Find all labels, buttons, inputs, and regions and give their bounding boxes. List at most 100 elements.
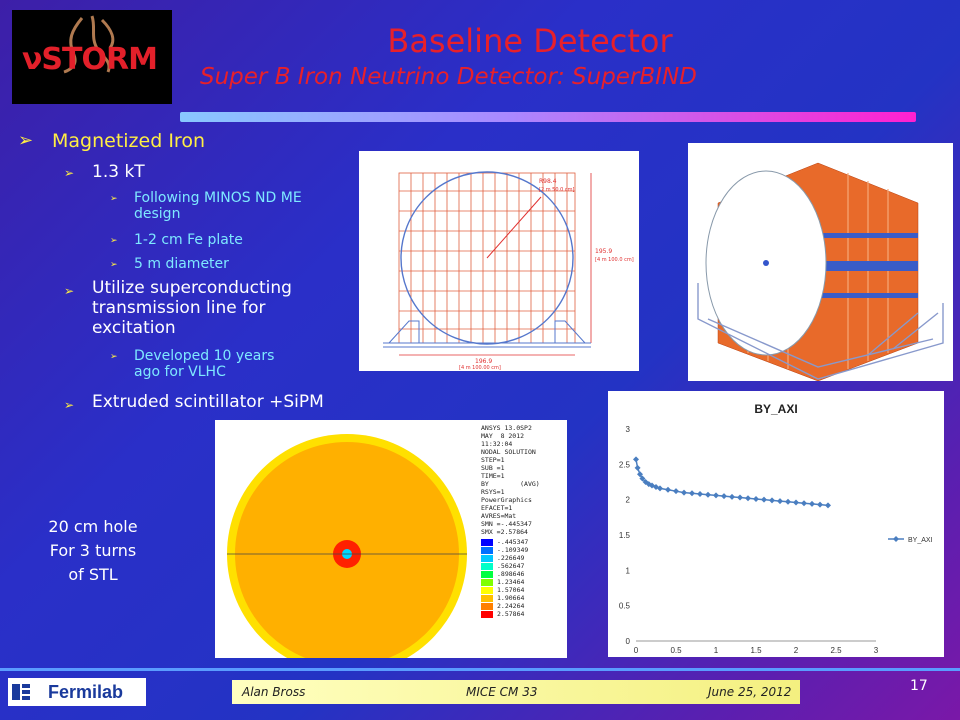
data-point bbox=[689, 490, 695, 497]
bullet-arrow-icon: ➢ bbox=[18, 130, 34, 151]
ansys-legend: -.445347 -.109349.226649.562647.898646 1.2… bbox=[481, 538, 528, 618]
ansys-legend-swatch bbox=[481, 554, 493, 562]
bullet-arrow-icon: ➢ bbox=[110, 352, 118, 362]
bullet-mass: 1.3 kT bbox=[92, 162, 145, 182]
y-tick-label: 0 bbox=[626, 637, 631, 646]
x-tick-label: 0 bbox=[634, 646, 639, 655]
y-tick-label: 2.5 bbox=[619, 460, 631, 469]
data-point bbox=[665, 486, 671, 493]
data-point bbox=[745, 495, 751, 502]
ansys-legend-value: 1.90664 bbox=[497, 594, 525, 602]
x-tick-label: 1 bbox=[714, 646, 719, 655]
fermilab-text: Fermilab bbox=[48, 682, 124, 702]
ansys-legend-value: .898646 bbox=[497, 570, 525, 578]
detector-drawing: R98.4 [2 m 50.0 cm] 195.9 [4 m 100.0 cm]… bbox=[359, 151, 639, 371]
ansys-field-plot: ANSYS 13.0SP2 MAY 8 2012 11:32:04 NODAL … bbox=[215, 420, 567, 674]
data-point bbox=[639, 475, 646, 482]
ansys-legend-swatch bbox=[481, 562, 493, 570]
chart-title: BY_AXI bbox=[754, 402, 797, 416]
x-tick-label: 2.5 bbox=[830, 646, 842, 655]
data-point bbox=[753, 495, 759, 502]
data-point bbox=[825, 502, 831, 509]
bullet-magnetized-iron: Magnetized Iron bbox=[52, 130, 205, 152]
legend-label: BY_AXI bbox=[908, 537, 933, 544]
nustorm-logo bbox=[12, 10, 172, 104]
height-label-metric: [4 m 100.0 cm] bbox=[595, 257, 634, 263]
data-point bbox=[657, 485, 663, 492]
width-label-metric: [4 m 100.00 cm] bbox=[459, 365, 501, 371]
x-tick-label: 2 bbox=[794, 646, 799, 655]
data-point bbox=[785, 498, 791, 505]
data-point bbox=[721, 493, 727, 500]
by-axi-chart: BY_AXI 0 0.5 1 1.5 2 2.5 3 0 0.5 1 1.5 2 2.5 3 BY_AXI bbox=[608, 391, 944, 657]
ansys-legend-item: -.445347 bbox=[481, 538, 528, 546]
footer-rule bbox=[0, 668, 960, 671]
bullet-arrow-icon: ➢ bbox=[110, 194, 118, 204]
hole-note-line: For 3 turns bbox=[49, 541, 137, 560]
data-point bbox=[737, 494, 743, 501]
data-point bbox=[761, 496, 767, 503]
detector-3d-render bbox=[688, 143, 953, 382]
height-label: 195.9 bbox=[595, 248, 612, 255]
y-tick-label: 2 bbox=[626, 496, 631, 505]
bullet-arrow-icon: ➢ bbox=[64, 398, 75, 412]
hole-note: 20 cm hole For 3 turns of STL bbox=[18, 515, 168, 587]
y-tick-label: 1.5 bbox=[619, 531, 631, 540]
x-tick-label: 0.5 bbox=[670, 646, 682, 655]
bullet-scintillator: Extruded scintillator +SiPM bbox=[92, 392, 324, 412]
ansys-legend-item: -.109349 bbox=[481, 546, 528, 554]
data-point bbox=[801, 500, 807, 507]
y-tick-label: 0.5 bbox=[619, 602, 631, 611]
ansys-legend-value: 1.57064 bbox=[497, 586, 525, 594]
y-tick-label: 1 bbox=[626, 566, 631, 575]
bullet-minos: Following MINOS ND ME design bbox=[134, 190, 302, 222]
logo-text: νSTORM bbox=[22, 42, 158, 77]
ansys-legend-value: -.109349 bbox=[497, 546, 529, 554]
ansys-legend-swatch bbox=[481, 570, 493, 578]
ansys-legend-value: -.445347 bbox=[497, 538, 529, 546]
ansys-legend-value: .226649 bbox=[497, 554, 525, 562]
data-point bbox=[713, 492, 719, 499]
data-point bbox=[673, 488, 679, 495]
ansys-legend-item: 2.24264 bbox=[481, 602, 528, 610]
data-point bbox=[769, 497, 775, 504]
radius-label-metric: [2 m 50.0 cm] bbox=[539, 187, 575, 193]
footer-bar: Alan Bross MICE CM 33 June 25, 2012 bbox=[232, 680, 800, 704]
bullet-arrow-icon: ➢ bbox=[64, 166, 75, 180]
data-point bbox=[705, 491, 711, 498]
ansys-legend-item: 1.57064 bbox=[481, 586, 528, 594]
data-point bbox=[637, 471, 643, 478]
page-number: 17 bbox=[910, 678, 928, 694]
data-point bbox=[681, 489, 687, 496]
bullet-vlhc: Developed 10 years ago for VLHC bbox=[134, 348, 275, 380]
ansys-legend-item: .226649 bbox=[481, 554, 528, 562]
ansys-legend-item: 2.57864 bbox=[481, 610, 528, 618]
bullet-plate: 1-2 cm Fe plate bbox=[134, 232, 243, 248]
bullet-arrow-icon: ➢ bbox=[110, 260, 118, 270]
radius-label: R98.4 bbox=[539, 178, 557, 185]
ansys-legend-swatch bbox=[481, 538, 493, 546]
title-rule bbox=[180, 112, 916, 122]
data-point bbox=[697, 491, 703, 498]
ansys-legend-item: .898646 bbox=[481, 570, 528, 578]
slide-subtitle: Super B Iron Neutrino Detector: SuperBIN… bbox=[200, 64, 697, 90]
ansys-legend-item: 1.23464 bbox=[481, 578, 528, 586]
data-point bbox=[729, 493, 735, 500]
ansys-legend-swatch bbox=[481, 594, 493, 602]
x-tick-label: 3 bbox=[874, 646, 879, 655]
ansys-legend-value: 2.24264 bbox=[497, 602, 525, 610]
ansys-legend-swatch bbox=[481, 610, 493, 618]
hole-note-line: of STL bbox=[68, 565, 118, 584]
data-point bbox=[817, 501, 823, 508]
legend-marker bbox=[893, 536, 899, 542]
ansys-legend-item: .562647 bbox=[481, 562, 528, 570]
ansys-legend-swatch bbox=[481, 578, 493, 586]
hole-note-line: 20 cm hole bbox=[48, 517, 138, 536]
ansys-legend-item: 1.90664 bbox=[481, 594, 528, 602]
ansys-legend-swatch bbox=[481, 586, 493, 594]
ansys-legend-value: 2.57864 bbox=[497, 610, 525, 618]
data-point bbox=[793, 499, 799, 506]
chart-svg: BY_AXI 0 0.5 1 1.5 2 2.5 3 0 0.5 1 1.5 2 2.5 3 BY_AXI bbox=[619, 402, 933, 655]
slide-title: Baseline Detector bbox=[387, 22, 673, 60]
logo-figure-icon bbox=[63, 15, 115, 74]
